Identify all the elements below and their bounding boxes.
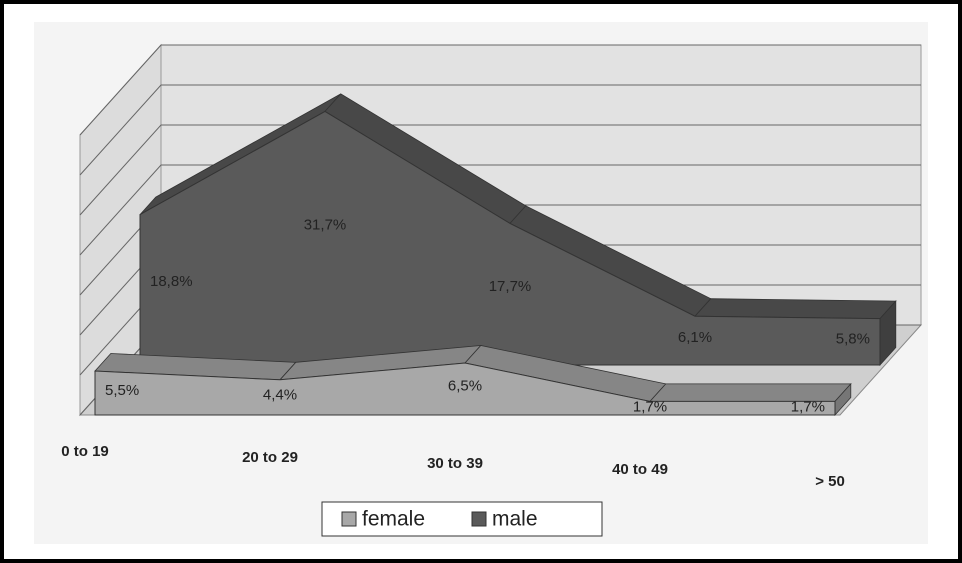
x-tick-label: 0 to 19 [61, 443, 109, 460]
legend-box [321, 501, 603, 537]
value-label: 1,7% [791, 398, 825, 415]
grid-line [79, 44, 921, 136]
value-label: 5,5% [105, 382, 139, 399]
legend-swatch [471, 511, 487, 527]
grid-line [79, 124, 921, 216]
value-label: 17,7% [489, 278, 532, 295]
value-label: 6,1% [678, 329, 712, 346]
value-label: 5,8% [836, 330, 870, 347]
value-label: 6,5% [448, 377, 482, 394]
legend-label: female [362, 508, 425, 531]
value-label: 18,8% [150, 273, 193, 290]
grid-line [79, 164, 921, 256]
area [94, 362, 836, 416]
value-label: 1,7% [633, 398, 667, 415]
area-top-face [694, 298, 897, 320]
x-tick-label: 20 to 29 [242, 449, 298, 466]
legend-label: male [492, 508, 538, 531]
x-tick-label: 40 to 49 [612, 461, 668, 478]
x-tick-label: 30 to 39 [427, 455, 483, 472]
area [139, 110, 881, 366]
value-label: 31,7% [304, 216, 347, 233]
grid-line [79, 84, 921, 176]
value-label: 4,4% [263, 387, 297, 404]
x-tick-label: > 50 [815, 473, 845, 490]
legend-swatch [341, 511, 357, 527]
